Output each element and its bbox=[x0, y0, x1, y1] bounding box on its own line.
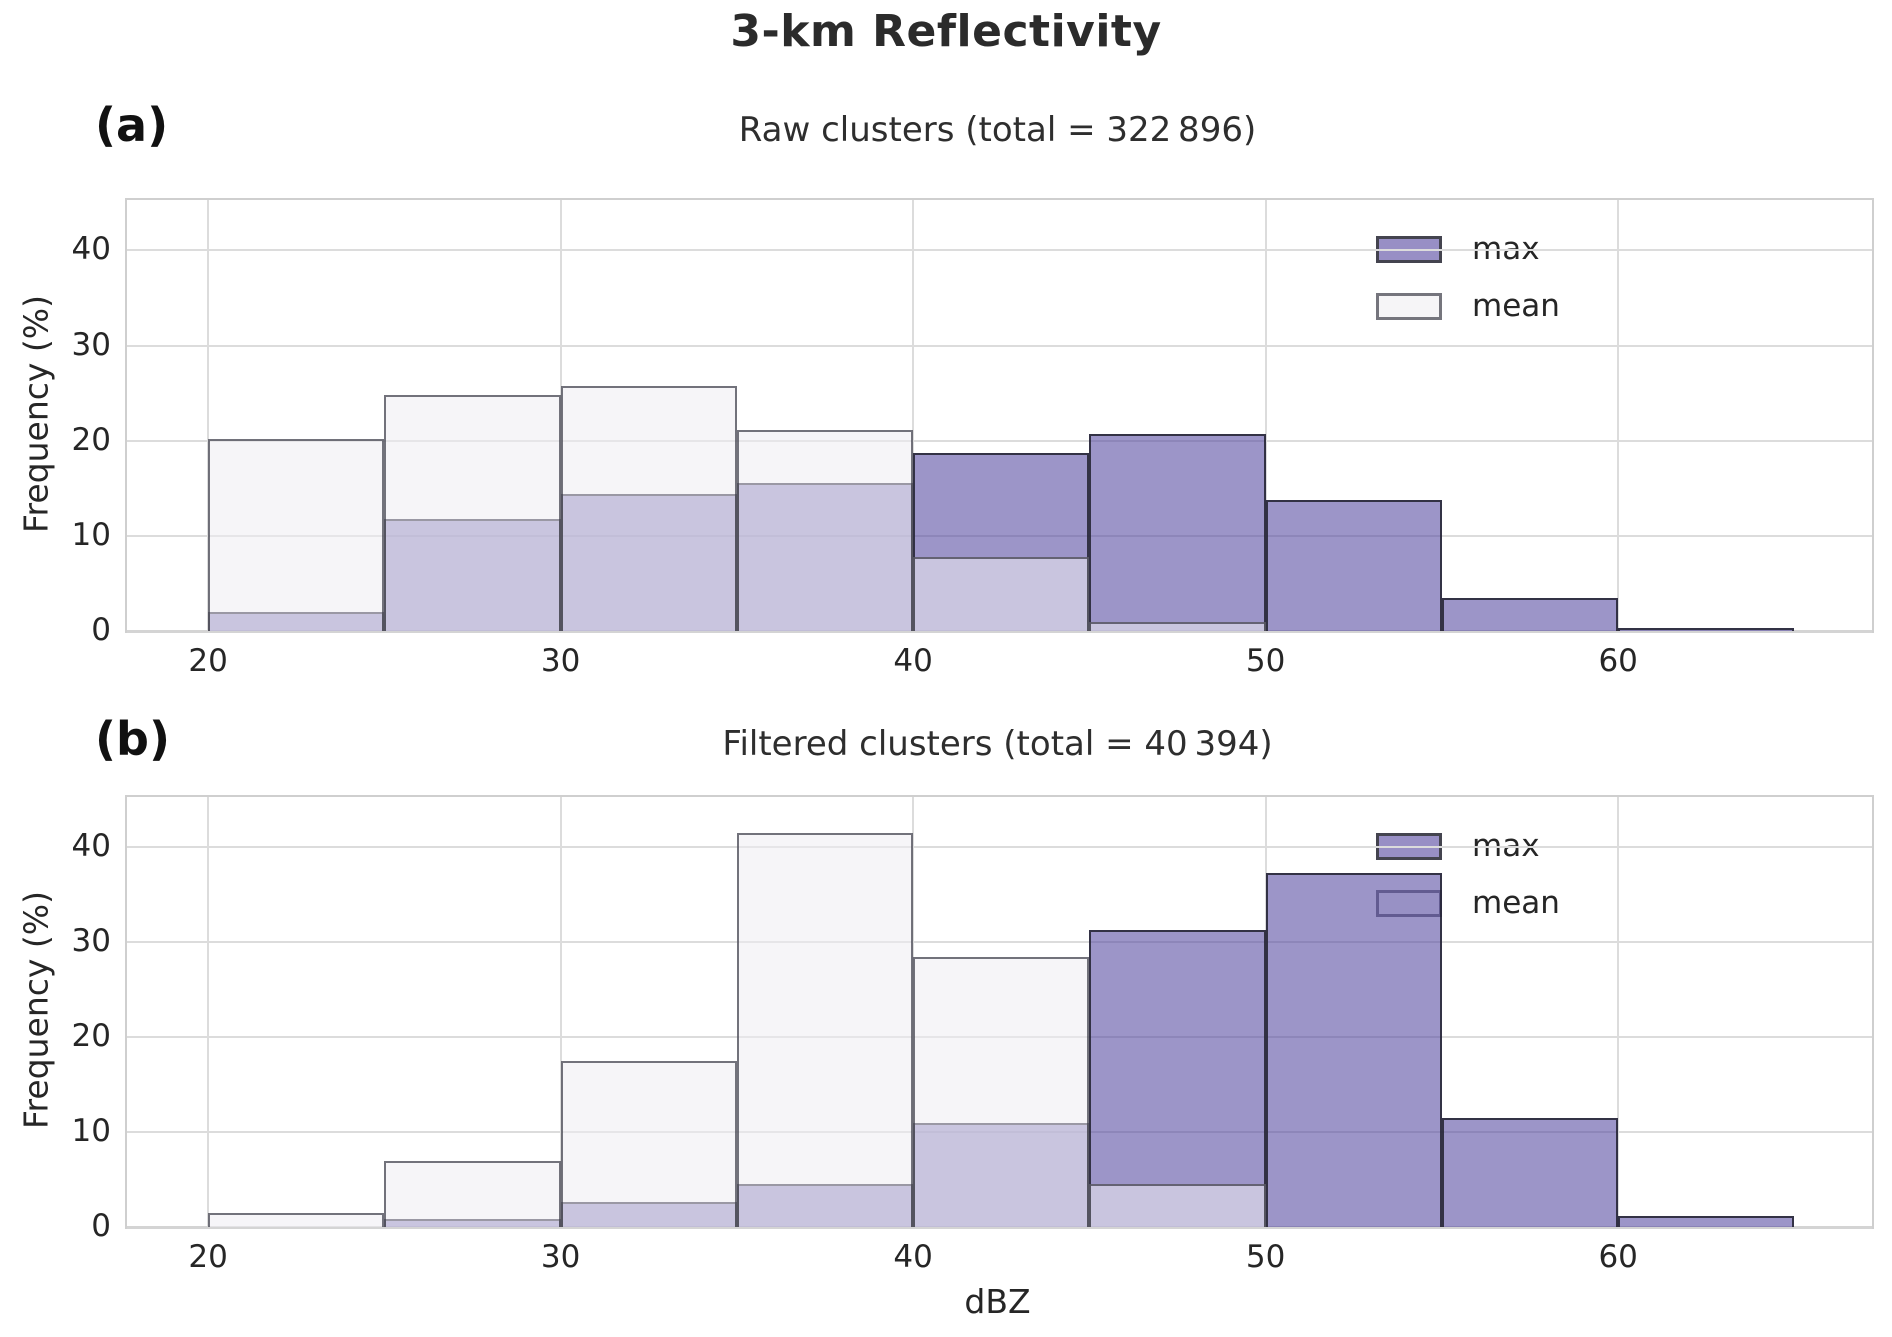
hist-bar-max-60-65 bbox=[1618, 1215, 1795, 1227]
hist-bar-mean-25-30 bbox=[384, 395, 561, 631]
panel-a-y-axis-label: Frequency (%) bbox=[16, 294, 56, 534]
y-tick-label-10: 10 bbox=[71, 1113, 111, 1150]
hist-bar-mean-45-50 bbox=[1089, 1184, 1266, 1227]
v-gridline-30 bbox=[559, 797, 562, 1227]
y-tick-label-20: 20 bbox=[71, 421, 111, 458]
v-gridline-50 bbox=[1264, 200, 1267, 631]
x-tick-label-20: 20 bbox=[188, 643, 228, 679]
hist-bar-mean-40-45 bbox=[913, 957, 1090, 1227]
x-tick-label-30: 30 bbox=[540, 643, 581, 679]
x-axis-baseline bbox=[127, 1226, 1872, 1229]
v-gridline-20 bbox=[207, 200, 210, 631]
y-tick-label-20: 20 bbox=[71, 1018, 111, 1055]
v-gridline-60 bbox=[1617, 797, 1620, 1227]
hist-bar-mean-30-35 bbox=[560, 1060, 737, 1227]
x-tick-label-40: 40 bbox=[893, 1239, 933, 1275]
h-gridline-30 bbox=[127, 344, 1872, 347]
hist-bar-max-55-60 bbox=[1441, 597, 1619, 631]
y-tick-label-40: 40 bbox=[71, 231, 111, 268]
hist-bar-max-45-50 bbox=[1089, 434, 1266, 631]
x-tick-label-40: 40 bbox=[893, 643, 933, 679]
v-gridline-60 bbox=[1617, 200, 1620, 631]
max-swatch-icon bbox=[1376, 832, 1442, 860]
y-tick-label-30: 30 bbox=[71, 326, 111, 363]
h-gridline-40 bbox=[127, 249, 1872, 252]
legend-item-max: max bbox=[1376, 231, 1540, 267]
max-swatch-icon bbox=[1376, 235, 1442, 263]
legend-item-mean: mean bbox=[1376, 288, 1560, 324]
x-axis-label: dBZ bbox=[964, 1282, 1031, 1321]
h-gridline-20 bbox=[127, 439, 1872, 442]
y-tick-label-0: 0 bbox=[91, 612, 111, 648]
hist-bar-mean-35-40 bbox=[736, 833, 914, 1227]
panel-b-title: Filtered clusters (total = 40 394) bbox=[722, 724, 1273, 764]
v-gridline-40 bbox=[912, 200, 915, 631]
legend-label-mean: mean bbox=[1472, 885, 1560, 921]
panel-a-label: (a) bbox=[95, 98, 169, 152]
hist-bar-max-55-60 bbox=[1441, 1117, 1619, 1227]
h-gridline-30 bbox=[127, 941, 1872, 944]
hist-bar-max-50-55 bbox=[1265, 499, 1442, 631]
h-gridline-40 bbox=[127, 846, 1872, 849]
hist-bar-mean-20-25 bbox=[208, 1212, 385, 1227]
x-tick-label-50: 50 bbox=[1245, 1239, 1286, 1275]
hist-bar-max-60-65 bbox=[1618, 628, 1795, 631]
legend-label-max: max bbox=[1472, 231, 1540, 267]
legend-label-mean: mean bbox=[1472, 288, 1560, 324]
panel-a-plot: max mean 0 10 20 30 40 20 30 40 50 60 bbox=[72, 198, 1874, 679]
hist-bar-mean-30-35 bbox=[560, 385, 737, 631]
y-tick-label-0: 0 bbox=[91, 1208, 111, 1244]
x-tick-label-60: 60 bbox=[1598, 643, 1638, 679]
hist-bar-max-45-50 bbox=[1089, 929, 1266, 1227]
v-gridline-20 bbox=[207, 797, 210, 1227]
hist-bar-mean-45-50 bbox=[1089, 622, 1266, 631]
hist-bar-max-50-55 bbox=[1265, 872, 1442, 1227]
x-tick-label-20: 20 bbox=[188, 1239, 228, 1275]
panel-b-y-axis-label: Frequency (%) bbox=[16, 890, 56, 1130]
figure-title: 3-km Reflectivity bbox=[730, 6, 1162, 57]
legend-item-max: max bbox=[1376, 828, 1540, 864]
panel-b-label: (b) bbox=[95, 712, 170, 766]
x-axis-baseline bbox=[127, 630, 1872, 633]
hist-bar-mean-40-45 bbox=[913, 556, 1090, 631]
hist-bar-mean-35-40 bbox=[736, 430, 914, 631]
hist-bar-mean-20-25 bbox=[208, 438, 385, 631]
panel-b-plot: max mean 0 10 20 30 40 20 30 40 50 60 bbox=[72, 795, 1874, 1275]
x-tick-label-60: 60 bbox=[1598, 1239, 1638, 1275]
x-tick-label-50: 50 bbox=[1245, 643, 1286, 679]
x-tick-label-30: 30 bbox=[540, 1239, 581, 1275]
legend-label-max: max bbox=[1472, 828, 1540, 864]
hist-bar-mean-25-30 bbox=[384, 1160, 561, 1227]
panel-a-title: Raw clusters (total = 322 896) bbox=[738, 110, 1257, 150]
y-tick-label-10: 10 bbox=[71, 516, 111, 553]
mean-swatch-icon bbox=[1376, 292, 1442, 320]
y-tick-label-40: 40 bbox=[71, 828, 111, 865]
y-tick-label-30: 30 bbox=[71, 923, 111, 960]
